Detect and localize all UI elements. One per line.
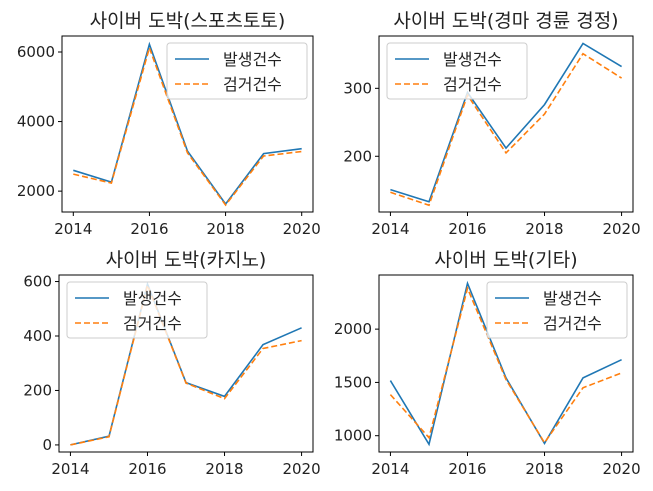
x-tick-label: 2018 <box>525 460 563 478</box>
axes-frame <box>378 35 634 213</box>
x-tick-label: 2016 <box>448 220 486 238</box>
legend-label: 발생건수 <box>223 50 282 69</box>
y-tick-label: 300 <box>343 79 372 97</box>
y-tick-label: 2000 <box>334 320 372 338</box>
x-tick-label: 2018 <box>206 220 244 238</box>
x-tick-label: 2014 <box>51 460 89 478</box>
series-line-2 <box>390 52 623 207</box>
series-line-2 <box>73 45 302 207</box>
y-tick-label: 400 <box>23 327 52 345</box>
axes-frame <box>58 274 314 453</box>
x-tick-label: 2016 <box>128 460 166 478</box>
y-tick-label: 200 <box>23 381 52 399</box>
x-tick-label: 2020 <box>283 220 321 238</box>
series-line-1 <box>390 42 623 203</box>
x-tick-label: 2020 <box>282 460 320 478</box>
x-tick-label: 2014 <box>54 220 92 238</box>
legend-box <box>66 281 208 339</box>
subplot-2: 사이버 도박(경마 경륜 경정) 2014 2016 2018 2020 200 300 발생… <box>343 10 640 238</box>
legend-label: 발생건수 <box>443 50 502 69</box>
y-tick-label: 1000 <box>334 427 372 445</box>
legend-label: 검거건수 <box>223 75 282 94</box>
series-line-2 <box>70 282 302 446</box>
x-tick-label: 2018 <box>525 220 563 238</box>
y-tick-label: 600 <box>23 273 52 291</box>
legend-label: 발생건수 <box>123 289 182 308</box>
subplot-title: 사이버 도박(스포츠토토) <box>90 10 286 32</box>
legend-label: 발생건수 <box>543 289 602 308</box>
x-tick-label: 2016 <box>130 220 168 238</box>
x-tick-label: 2014 <box>371 460 409 478</box>
x-tick-label: 2016 <box>448 460 486 478</box>
subplot-title: 사이버 도박(기타) <box>434 249 577 271</box>
legend-label: 검거건수 <box>543 314 602 333</box>
y-tick-label: 200 <box>343 147 372 165</box>
axes-frame <box>378 274 634 453</box>
y-tick-label: 6000 <box>17 43 55 61</box>
legend-box <box>486 281 628 339</box>
subplot-3: 사이버 도박(카지노) 2014 2016 2018 2020 0 200 400 600 발생건… <box>23 249 320 478</box>
subplot-title: 사이버 도박(카지노) <box>106 249 267 271</box>
subplot-title: 사이버 도박(경마 경륜 경정) <box>393 10 618 32</box>
axes-frame <box>61 35 314 213</box>
x-tick-label: 2018 <box>205 460 243 478</box>
subplot-1: 사이버 도박(스포츠토토) 2014 2016 2018 2020 2000 4000 600… <box>17 10 321 238</box>
y-tick-label: 1500 <box>334 373 372 391</box>
y-tick-label: 4000 <box>17 113 55 131</box>
legend-box <box>166 42 308 100</box>
y-tick-label: 0 <box>42 436 52 454</box>
x-tick-label: 2020 <box>602 460 640 478</box>
legend-box <box>386 42 528 100</box>
x-tick-label: 2020 <box>602 220 640 238</box>
x-tick-label: 2014 <box>371 220 409 238</box>
subplot-4: 사이버 도박(기타) 2014 2016 2018 2020 1000 1500 2000 발생… <box>334 249 641 478</box>
series-line-2 <box>389 285 622 445</box>
legend-label: 검거건수 <box>443 75 502 94</box>
legend-label: 검거건수 <box>123 314 182 333</box>
y-tick-label: 2000 <box>17 182 55 200</box>
